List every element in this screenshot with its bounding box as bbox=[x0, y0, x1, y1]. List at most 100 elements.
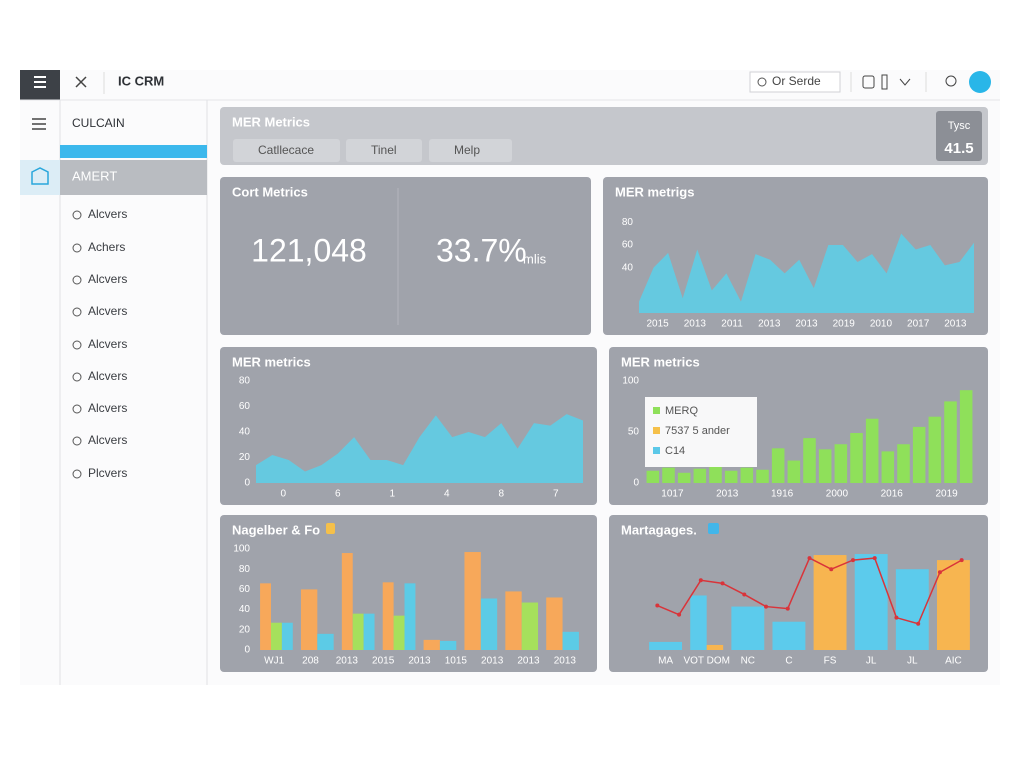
sidebar-item: Alcvers bbox=[88, 401, 127, 415]
bar bbox=[912, 426, 926, 483]
kpi-title: Cort Metrics bbox=[232, 184, 308, 199]
item-icon bbox=[72, 340, 82, 350]
menu-button[interactable] bbox=[20, 70, 60, 100]
x-tick-label: WJ1 bbox=[264, 656, 284, 667]
sidebar-item: Alcvers bbox=[88, 272, 127, 286]
filter[interactable] bbox=[233, 139, 340, 162]
bar bbox=[300, 589, 318, 650]
y-tick-label: 80 bbox=[239, 376, 251, 387]
bar bbox=[772, 621, 806, 650]
line-point bbox=[894, 615, 899, 620]
x-tick-label: 2000 bbox=[826, 489, 849, 500]
bar bbox=[706, 644, 724, 650]
chart-title: MER metrics bbox=[232, 354, 311, 369]
x-tick-label: JL bbox=[907, 656, 918, 667]
legend-label: MERQ bbox=[665, 405, 698, 417]
x-tick-label: C bbox=[785, 656, 792, 667]
y-tick-label: 20 bbox=[239, 624, 251, 635]
bar bbox=[771, 448, 785, 483]
bar bbox=[382, 582, 394, 650]
bar bbox=[662, 467, 675, 483]
bar bbox=[724, 470, 738, 483]
chart-title: Nagelber & Fo bbox=[232, 522, 320, 537]
sidebar-item: Alcvers bbox=[88, 369, 127, 383]
bar bbox=[740, 467, 754, 483]
sidebar-header: CULCAIN bbox=[72, 116, 125, 130]
bar bbox=[546, 597, 563, 650]
x-tick-label: 2015 bbox=[646, 319, 669, 330]
line-point bbox=[829, 567, 834, 572]
kpi-unit: mlis bbox=[523, 251, 547, 266]
bar bbox=[480, 598, 498, 650]
area bbox=[639, 233, 974, 313]
bar bbox=[464, 552, 481, 650]
kpi-panel bbox=[220, 177, 591, 335]
bar bbox=[423, 639, 440, 650]
bar bbox=[959, 390, 973, 483]
filter-label: Tinel bbox=[371, 143, 397, 157]
dropdown-icon[interactable] bbox=[899, 78, 911, 86]
chat-icon[interactable] bbox=[945, 75, 957, 87]
y-tick-label: 60 bbox=[239, 401, 251, 412]
x-tick-label: 2013 bbox=[716, 489, 739, 500]
item-icon bbox=[72, 307, 82, 317]
selected-item: AMERT bbox=[72, 168, 117, 183]
bar bbox=[756, 469, 769, 483]
legend-label: 7537 5 ander bbox=[665, 425, 730, 437]
x-tick-label: 2013 bbox=[758, 319, 781, 330]
line-point bbox=[764, 604, 769, 609]
book-icon[interactable] bbox=[862, 75, 875, 89]
bar bbox=[439, 640, 457, 650]
bar bbox=[260, 583, 271, 650]
y-tick-label: 40 bbox=[239, 604, 251, 615]
filter[interactable] bbox=[346, 139, 422, 162]
sidebar-item: Plcvers bbox=[88, 466, 127, 480]
x-tick-label: VOT DOM bbox=[683, 656, 729, 667]
y-tick-label: 0 bbox=[244, 645, 250, 656]
legend-label: C14 bbox=[665, 445, 685, 457]
item-icon bbox=[72, 372, 82, 382]
x-tick-label: 2013 bbox=[795, 319, 818, 330]
line-point bbox=[742, 592, 747, 597]
x-tick-label: FS bbox=[824, 656, 837, 667]
x-tick-label: 1015 bbox=[445, 656, 468, 667]
line-point bbox=[872, 556, 877, 561]
bar bbox=[803, 438, 816, 483]
bar bbox=[693, 468, 707, 483]
line-point bbox=[937, 570, 942, 575]
filter[interactable] bbox=[429, 139, 512, 162]
bar bbox=[936, 560, 970, 650]
x-tick-label: 1 bbox=[389, 489, 395, 500]
legend-swatch bbox=[653, 427, 660, 434]
y-tick-label: 40 bbox=[622, 262, 634, 273]
y-tick-label: 100 bbox=[622, 376, 639, 387]
line-point bbox=[850, 558, 855, 563]
x-tick-label: 1916 bbox=[771, 489, 794, 500]
x-tick-label: 1017 bbox=[661, 489, 684, 500]
close-icon[interactable] bbox=[75, 76, 87, 88]
x-tick-label: 2013 bbox=[517, 656, 540, 667]
bar bbox=[834, 444, 848, 483]
line-point bbox=[698, 578, 703, 583]
y-tick-label: 20 bbox=[239, 452, 251, 463]
bar bbox=[677, 472, 691, 483]
selected-icon-bg bbox=[20, 160, 60, 195]
bar bbox=[317, 633, 334, 650]
filter-label: Catllecace bbox=[258, 143, 314, 157]
sidebar-item: Alcvers bbox=[88, 304, 127, 318]
line-point bbox=[785, 606, 790, 611]
x-tick-label: 2013 bbox=[336, 656, 359, 667]
selected-row[interactable] bbox=[60, 160, 207, 195]
y-tick-label: 0 bbox=[633, 478, 639, 489]
kpi-rate: 33.7% bbox=[436, 232, 527, 268]
line-point bbox=[720, 581, 725, 586]
search-box[interactable] bbox=[749, 71, 841, 93]
stat-value: 41.5 bbox=[944, 140, 973, 157]
menu-icon bbox=[34, 76, 46, 88]
chart-title: MER metrigs bbox=[615, 184, 694, 199]
x-tick-label: 2013 bbox=[481, 656, 504, 667]
stat-label: Tysc bbox=[948, 120, 971, 132]
f-icon[interactable] bbox=[881, 74, 888, 90]
avatar[interactable] bbox=[969, 71, 991, 93]
